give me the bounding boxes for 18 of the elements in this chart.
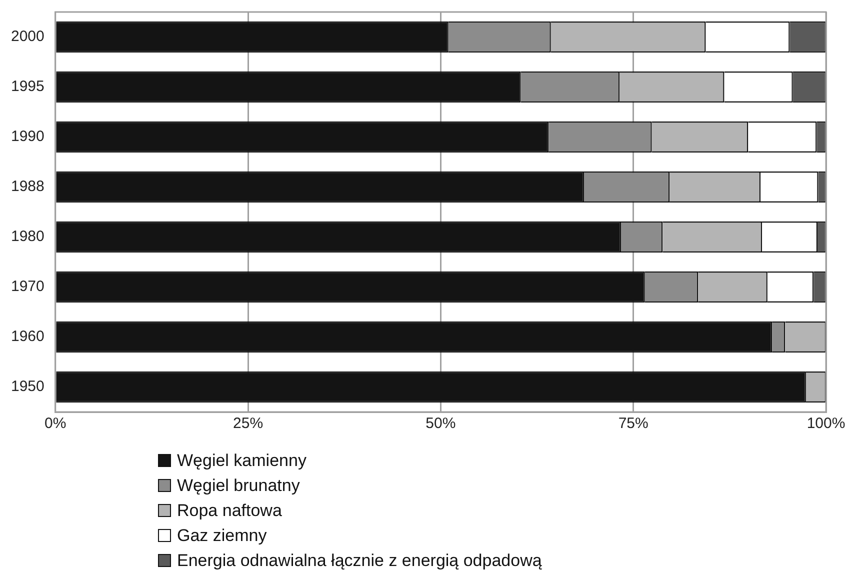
legend-label: Węgiel brunatny: [177, 476, 300, 496]
y-tick-label: 1950: [10, 378, 44, 396]
x-tick-label: 100%: [806, 415, 846, 432]
y-tick-label: 1970: [10, 278, 44, 296]
legend-label: Węgiel kamienny: [177, 450, 306, 470]
y-tick-label: 2000: [10, 28, 44, 46]
y-tick-label: 1980: [10, 228, 44, 246]
y-tick-label: 1990: [10, 128, 44, 146]
legend-label: Energia odnawialna łącznie z energią odpadową: [177, 550, 542, 570]
x-tick-label: 75%: [618, 415, 648, 432]
y-tick-label: 1960: [10, 328, 44, 346]
y-tick-label: 1988: [10, 178, 44, 196]
y-tick-label: 1995: [10, 78, 44, 96]
legend-label: Ropa naftowa: [177, 500, 282, 520]
x-tick-label: 0%: [44, 415, 66, 432]
x-tick-label: 50%: [426, 415, 456, 432]
x-tick-label: 25%: [233, 415, 264, 432]
legend-label: Gaz ziemny: [177, 526, 267, 546]
